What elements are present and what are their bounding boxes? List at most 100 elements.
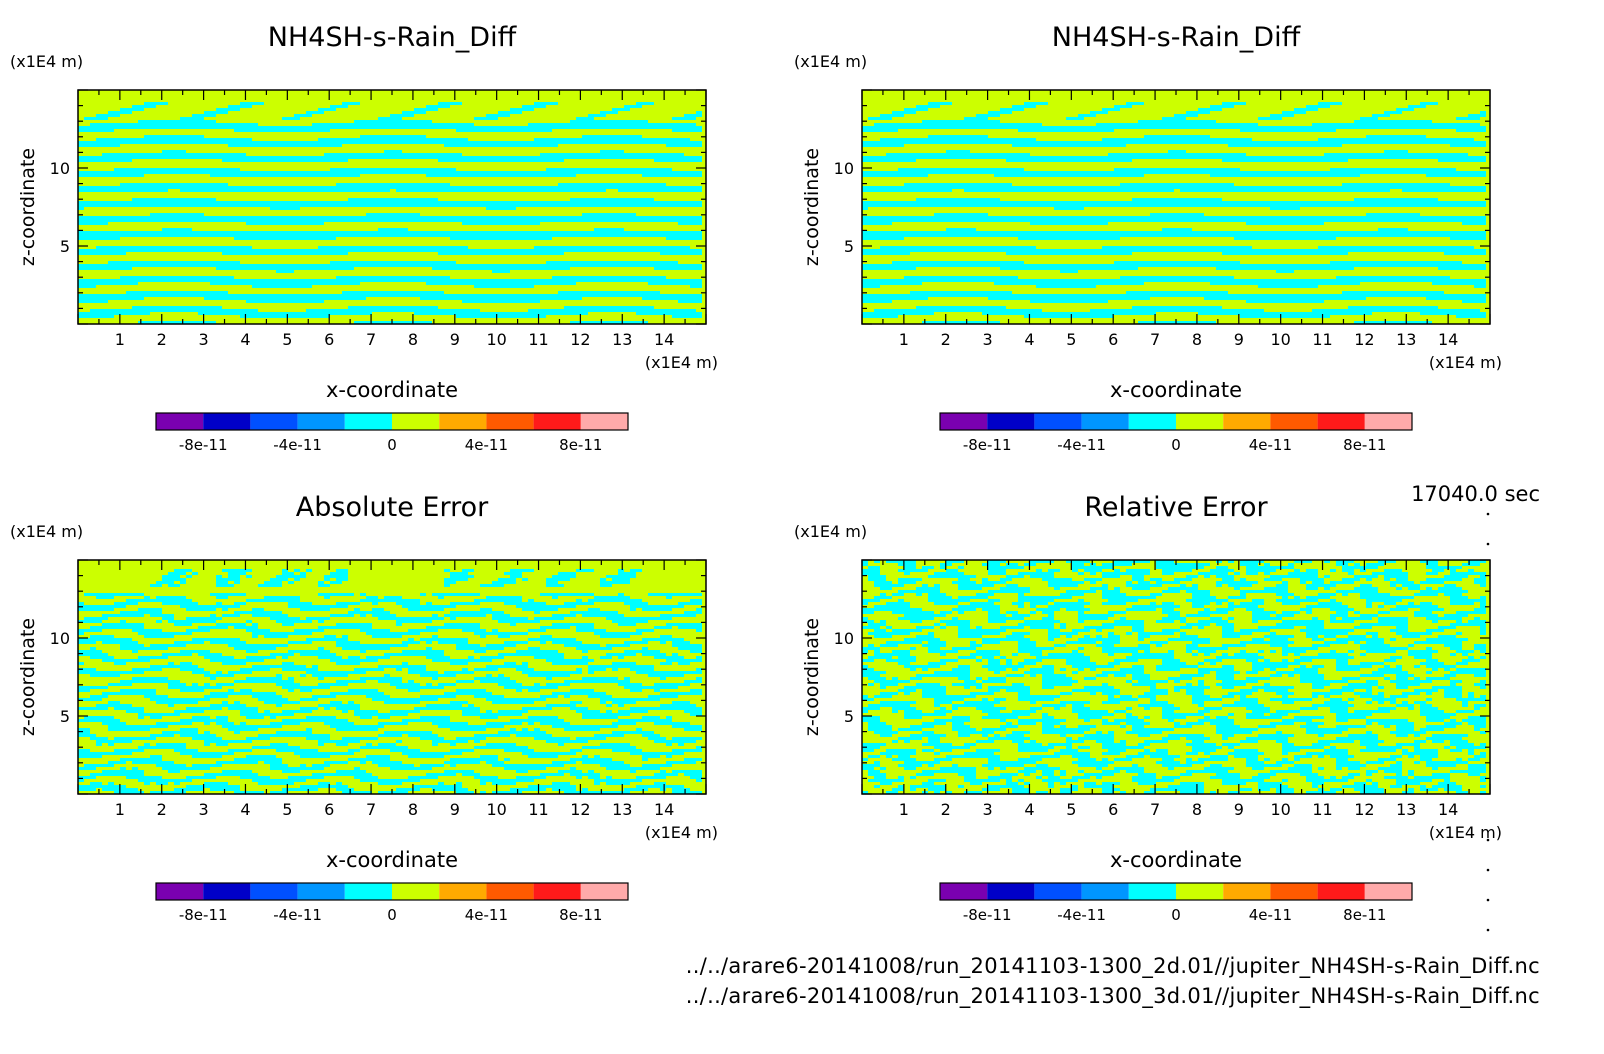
x-tick-label: 10 <box>486 330 506 349</box>
chart-title: Absolute Error <box>296 492 489 523</box>
colorbar-segment <box>1176 883 1224 900</box>
y-unit-label: (x1E4 m) <box>794 522 867 541</box>
edge-dot <box>1486 928 1490 932</box>
chart-title: NH4SH-s-Rain_Diff <box>1052 22 1302 53</box>
colorbar-segment <box>940 883 988 900</box>
edge-dot <box>1486 512 1490 516</box>
chart-panel-1: NH4SH-s-Rain_Diff(x1E4 m)1 2 3 4 5 6 7 8 9 10 11 12… <box>10 22 718 454</box>
x-tick-label: 14 <box>1438 330 1458 349</box>
colorbar-segment <box>1128 883 1176 900</box>
x-tick-label: 14 <box>1438 800 1458 819</box>
x-tick-label: 1 <box>115 330 125 349</box>
y-axis-label: z-coordinate <box>801 618 823 736</box>
x-tick-label: 9 <box>1234 800 1244 819</box>
colorbar-tick-label: 8e-11 <box>559 436 602 454</box>
colorbar-segment <box>1317 413 1365 430</box>
colorbar-tick-label: 0 <box>387 906 397 924</box>
y-tick-label: 10 <box>50 629 70 648</box>
x-tick-label: 1 <box>899 800 909 819</box>
x-tick-label: 5 <box>1066 800 1076 819</box>
y-axis-label: z-coordinate <box>17 148 39 266</box>
y-tick-label: 10 <box>834 629 854 648</box>
colorbar-tick-label: 8e-11 <box>1343 906 1386 924</box>
source-file-2d: ../../arare6-20141008/run_20141103-1300_… <box>685 954 1540 978</box>
x-tick-label: 11 <box>1312 330 1332 349</box>
colorbar-frame <box>939 882 1413 901</box>
x-axis-label: x-coordinate <box>326 848 458 872</box>
x-tick-label: 4 <box>1024 800 1034 819</box>
colorbar-segment <box>940 413 988 430</box>
x-tick-label: 6 <box>1108 330 1118 349</box>
chart-panel-2: NH4SH-s-Rain_Diff(x1E4 m)1 2 3 4 5 6 7 8 9 10 11 12… <box>794 22 1502 454</box>
x-tick-label: 4 <box>240 800 250 819</box>
colorbar-segment <box>344 413 392 430</box>
colorbar-tick-label: -8e-11 <box>963 906 1012 924</box>
chart-panel-3: Absolute Error(x1E4 m)1 2 3 4 5 6 7 8 9 10 11 12 13 1… <box>10 492 718 924</box>
colorbar-segment <box>439 883 487 900</box>
y-tick-label: 5 <box>60 707 70 726</box>
colorbar-segment <box>987 413 1035 430</box>
colorbar-tick-label: 4e-11 <box>465 436 508 454</box>
colorbar-segment <box>1034 883 1082 900</box>
x-unit-label: (x1E4 m) <box>1429 353 1502 372</box>
colorbar-segment <box>1270 883 1318 900</box>
colorbar-segment <box>156 883 204 900</box>
x-tick-label: 14 <box>654 330 674 349</box>
x-tick-label: 12 <box>570 800 590 819</box>
x-tick-label: 7 <box>1150 800 1160 819</box>
y-unit-label: (x1E4 m) <box>794 52 867 71</box>
colorbar-frame <box>939 412 1413 431</box>
x-tick-label: 7 <box>1150 330 1160 349</box>
colorbar-segment <box>439 413 487 430</box>
x-unit-label: (x1E4 m) <box>1429 823 1502 842</box>
colorbar-segment <box>1081 883 1129 900</box>
x-tick-label: 8 <box>1192 800 1202 819</box>
y-axis-label: z-coordinate <box>801 148 823 266</box>
colorbar-segment <box>987 883 1035 900</box>
colorbar-segment <box>250 883 298 900</box>
colorbar-tick-label: -8e-11 <box>963 436 1012 454</box>
colorbar-frame <box>155 412 629 431</box>
colorbar-segment <box>250 413 298 430</box>
colorbar-tick-label: -4e-11 <box>273 906 322 924</box>
y-tick-label: 5 <box>844 707 854 726</box>
y-axis-label: z-coordinate <box>17 618 39 736</box>
x-tick-label: 1 <box>899 330 909 349</box>
colorbar-tick-label: -4e-11 <box>273 436 322 454</box>
x-tick-label: 5 <box>1066 330 1076 349</box>
x-tick-label: 2 <box>157 800 167 819</box>
edge-dot <box>1486 542 1490 546</box>
time-label: 17040.0 sec <box>1411 482 1540 506</box>
x-tick-label: 3 <box>199 330 209 349</box>
colorbar-segment <box>1223 413 1271 430</box>
x-tick-label: 7 <box>366 800 376 819</box>
x-tick-label: 4 <box>240 330 250 349</box>
x-tick-label: 9 <box>1234 330 1244 349</box>
x-tick-label: 10 <box>1270 800 1290 819</box>
colorbar-tick-label: 4e-11 <box>1249 906 1292 924</box>
x-tick-label: 13 <box>1396 800 1416 819</box>
x-tick-label: 12 <box>1354 330 1374 349</box>
x-tick-label: 4 <box>1024 330 1034 349</box>
x-tick-label: 12 <box>1354 800 1374 819</box>
y-tick-label: 5 <box>60 237 70 256</box>
colorbar-segment <box>297 883 345 900</box>
colorbar-tick-label: -4e-11 <box>1057 906 1106 924</box>
source-file-3d: ../../arare6-20141008/run_20141103-1300_… <box>685 984 1540 1008</box>
colorbar-segment <box>1128 413 1176 430</box>
chart-title: Relative Error <box>1084 492 1268 523</box>
x-tick-label: 1 <box>115 800 125 819</box>
y-tick-label: 10 <box>834 159 854 178</box>
colorbar-frame <box>155 882 629 901</box>
colorbar-segment <box>1317 883 1365 900</box>
edge-dot <box>1486 898 1490 902</box>
colorbar-tick-label: 0 <box>1171 436 1181 454</box>
y-unit-label: (x1E4 m) <box>10 522 83 541</box>
colorbar-segment <box>1223 883 1271 900</box>
x-tick-label: 9 <box>450 800 460 819</box>
colorbar-tick-label: 8e-11 <box>1343 436 1386 454</box>
colorbar-tick-label: 4e-11 <box>1249 436 1292 454</box>
x-tick-label: 3 <box>199 800 209 819</box>
colorbar-tick-label: -8e-11 <box>179 906 228 924</box>
